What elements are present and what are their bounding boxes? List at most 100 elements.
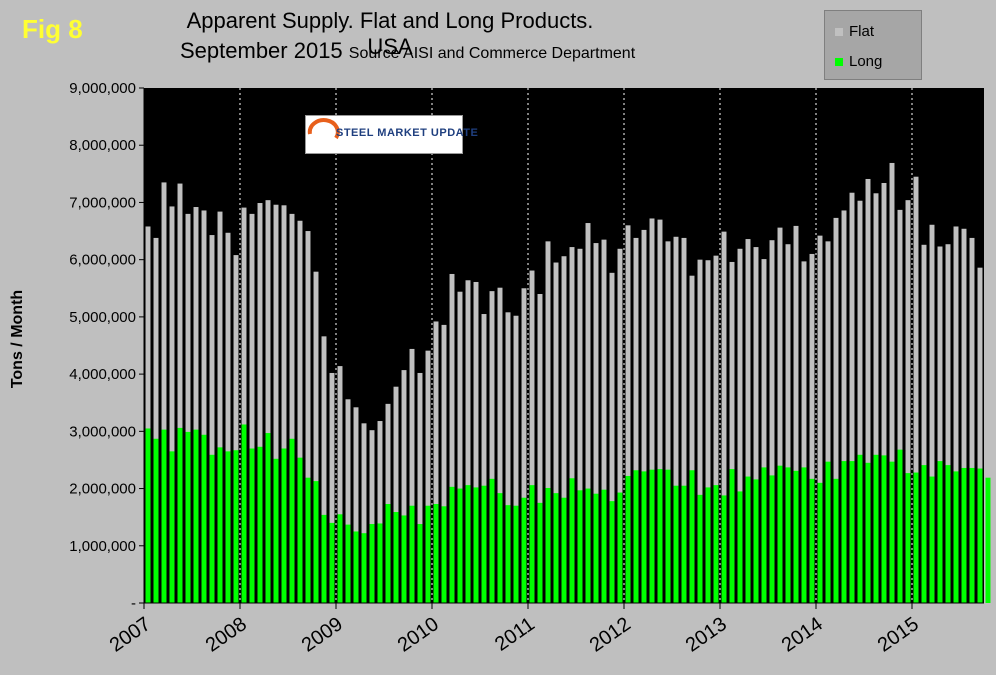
- flat-bar: [353, 407, 359, 603]
- long-bar: [433, 504, 439, 603]
- long-bar: [201, 434, 207, 603]
- flat-bar: [665, 241, 671, 603]
- long-bar: [825, 461, 831, 603]
- flat-bar: [601, 239, 607, 603]
- long-bar: [929, 476, 935, 603]
- flat-bar: [145, 226, 151, 603]
- long-bar: [385, 504, 391, 603]
- flat-bar: [705, 260, 711, 603]
- flat-bar: [801, 261, 807, 603]
- legend-item-long: Long: [835, 53, 882, 70]
- flat-bar: [577, 248, 583, 604]
- flat-bar: [313, 271, 319, 603]
- long-bar: [353, 531, 359, 603]
- flat-bar: [225, 232, 231, 603]
- y-tick-label: 8,000,000: [69, 137, 136, 154]
- long-bar: [681, 485, 687, 603]
- long-bar: [545, 487, 551, 603]
- flat-bar: [881, 182, 887, 603]
- flat-bar: [937, 246, 943, 603]
- flat-bar: [825, 241, 831, 603]
- flat-bar: [545, 241, 551, 603]
- long-bar: [809, 478, 815, 603]
- long-bar: [705, 487, 711, 603]
- long-bar: [585, 488, 591, 603]
- flat-bar: [361, 423, 367, 603]
- flat-bar: [737, 248, 743, 604]
- flat-bar: [641, 229, 647, 603]
- long-bar: [969, 467, 975, 603]
- flat-bar: [425, 350, 431, 603]
- x-tick-label: 2012: [586, 613, 635, 657]
- y-tick-label: 2,000,000: [69, 481, 136, 498]
- flat-bar: [337, 366, 343, 603]
- long-bar: [425, 505, 431, 603]
- long-bar: [625, 475, 631, 603]
- subtitle-source: Source AISI and Commerce Department: [348, 45, 636, 62]
- long-bar: [497, 493, 503, 603]
- long-bar: [145, 428, 151, 603]
- long-bar: [985, 477, 991, 603]
- flat-bar: [753, 247, 759, 604]
- long-bar: [265, 433, 271, 603]
- legend: Flat Long: [824, 10, 922, 80]
- flat-bar: [769, 240, 775, 603]
- flat-bar: [497, 287, 503, 603]
- flat-bar: [929, 224, 935, 603]
- long-bar: [313, 481, 319, 603]
- long-bar: [761, 467, 767, 603]
- long-bar: [441, 506, 447, 603]
- flat-bar: [249, 213, 255, 603]
- flat-bar: [433, 321, 439, 603]
- flat-bar: [473, 281, 479, 603]
- long-bar: [537, 502, 543, 603]
- long-bar: [401, 515, 407, 603]
- flat-bar: [281, 205, 287, 604]
- logo-text: STEEL MARKET UPDATE: [336, 127, 479, 139]
- flat-bar: [417, 372, 423, 603]
- long-bar: [665, 469, 671, 603]
- long-bar: [481, 485, 487, 603]
- flat-bar: [817, 235, 823, 603]
- flat-bar: [513, 315, 519, 603]
- flat-bar: [721, 231, 727, 603]
- flat-bar: [153, 237, 159, 603]
- long-bar: [529, 485, 535, 603]
- long-bar: [713, 485, 719, 603]
- long-bar: [185, 431, 191, 603]
- long-bar: [457, 488, 463, 603]
- subtitle-date: September 2015: [180, 38, 343, 63]
- long-bar: [593, 493, 599, 603]
- y-tick-label: 9,000,000: [69, 80, 136, 97]
- flat-bar: [553, 262, 559, 603]
- flat-bar: [593, 243, 599, 604]
- legend-label-long: Long: [849, 53, 883, 70]
- long-bar: [657, 469, 663, 603]
- long-bar: [569, 478, 575, 603]
- long-bar: [753, 479, 759, 603]
- flat-bar: [865, 178, 871, 603]
- flat-bar: [761, 259, 767, 603]
- flat-bar: [505, 312, 511, 603]
- long-bar: [857, 454, 863, 603]
- long-bar: [849, 461, 855, 603]
- long-bar: [329, 522, 335, 603]
- legend-swatch-flat: [835, 28, 843, 36]
- chart-subtitle: September 2015 Source AISI and Commerce …: [180, 38, 740, 64]
- flat-bar: [777, 227, 783, 603]
- flat-bar: [185, 213, 191, 603]
- long-bar: [321, 514, 327, 603]
- x-tick-label: 2007: [106, 613, 155, 657]
- flat-bar: [697, 259, 703, 603]
- long-bar: [977, 468, 983, 603]
- long-bar: [793, 470, 799, 603]
- y-tick-label: -: [131, 595, 136, 612]
- long-bar: [305, 477, 311, 603]
- legend-label-flat: Flat: [849, 23, 875, 40]
- flat-bar: [793, 225, 799, 603]
- long-bar: [641, 471, 647, 603]
- flat-bar: [897, 209, 903, 603]
- flat-bar: [465, 280, 471, 603]
- flat-bar: [689, 275, 695, 603]
- long-bar: [241, 424, 247, 603]
